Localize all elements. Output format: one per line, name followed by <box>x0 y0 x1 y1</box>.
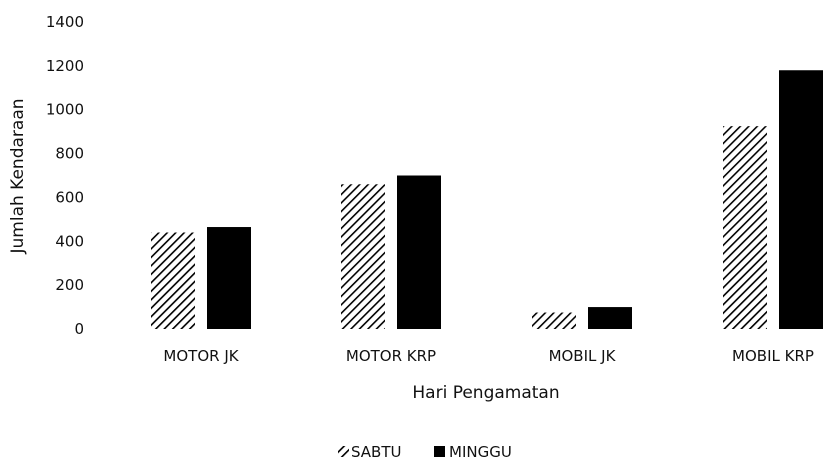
legend-swatch-sabtu <box>338 446 349 457</box>
y-tick-label: 1200 <box>46 57 84 75</box>
x-category-label: MOTOR KRP <box>346 347 436 365</box>
y-axis-ticks: 0 200 400 600 800 1000 1200 1400 <box>46 13 84 338</box>
legend-swatch-minggu <box>434 446 445 457</box>
bar-sabtu-3 <box>723 126 767 330</box>
bar-sabtu-0 <box>151 232 195 329</box>
x-category-label: MOBIL KRP <box>732 347 814 365</box>
y-tick-label: 800 <box>55 145 84 163</box>
x-axis-title: Hari Pengamatan <box>412 383 559 403</box>
y-tick-label: 0 <box>74 320 84 338</box>
bars-group <box>151 70 823 330</box>
x-category-label: MOBIL JK <box>549 347 617 365</box>
legend-label-sabtu: SABTU <box>351 443 402 461</box>
bar-minggu-3 <box>779 70 823 329</box>
y-tick-label: 1000 <box>46 101 84 119</box>
bar-sabtu-1 <box>341 184 385 329</box>
bar-sabtu-2 <box>532 312 576 329</box>
bar-minggu-1 <box>397 175 441 329</box>
y-tick-label: 1400 <box>46 13 84 31</box>
legend-label-minggu: MINGGU <box>449 443 512 461</box>
legend: SABTU MINGGU <box>338 443 512 461</box>
y-tick-label: 400 <box>55 232 84 250</box>
x-axis-labels: MOTOR JK MOTOR KRP MOBIL JK MOBIL KRP <box>163 347 814 365</box>
bar-minggu-2 <box>588 307 632 329</box>
y-axis-title: Jumlah Kendaraan <box>8 98 28 254</box>
y-tick-label: 200 <box>55 276 84 294</box>
bar-minggu-0 <box>207 227 251 329</box>
x-category-label: MOTOR JK <box>163 347 239 365</box>
y-tick-label: 600 <box>55 188 84 206</box>
